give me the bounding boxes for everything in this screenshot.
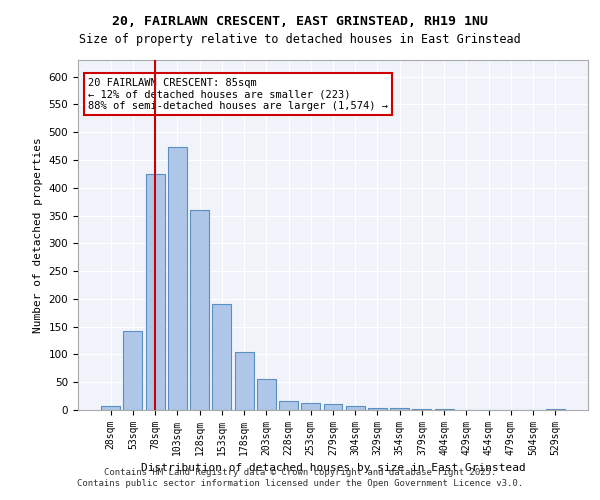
Bar xyxy=(168,146,187,410)
Bar xyxy=(346,406,365,410)
Y-axis label: Number of detached properties: Number of detached properties xyxy=(33,137,43,333)
Bar xyxy=(323,404,343,410)
Bar xyxy=(124,330,142,410)
Text: 20 FAIRLAWN CRESCENT: 85sqm
← 12% of detached houses are smaller (223)
88% of se: 20 FAIRLAWN CRESCENT: 85sqm ← 12% of det… xyxy=(88,78,388,110)
Bar xyxy=(546,409,565,410)
Bar xyxy=(101,406,120,410)
Bar xyxy=(190,210,209,410)
Bar xyxy=(390,408,409,410)
Bar xyxy=(279,401,298,410)
Bar xyxy=(368,408,387,410)
Bar xyxy=(146,174,164,410)
Bar xyxy=(212,304,231,410)
X-axis label: Distribution of detached houses by size in East Grinstead: Distribution of detached houses by size … xyxy=(140,464,526,473)
Text: Contains HM Land Registry data © Crown copyright and database right 2025.
Contai: Contains HM Land Registry data © Crown c… xyxy=(77,468,523,487)
Bar xyxy=(301,404,320,410)
Bar xyxy=(235,352,254,410)
Text: Size of property relative to detached houses in East Grinstead: Size of property relative to detached ho… xyxy=(79,32,521,46)
Bar xyxy=(412,409,431,410)
Bar xyxy=(257,380,276,410)
Text: 20, FAIRLAWN CRESCENT, EAST GRINSTEAD, RH19 1NU: 20, FAIRLAWN CRESCENT, EAST GRINSTEAD, R… xyxy=(112,15,488,28)
